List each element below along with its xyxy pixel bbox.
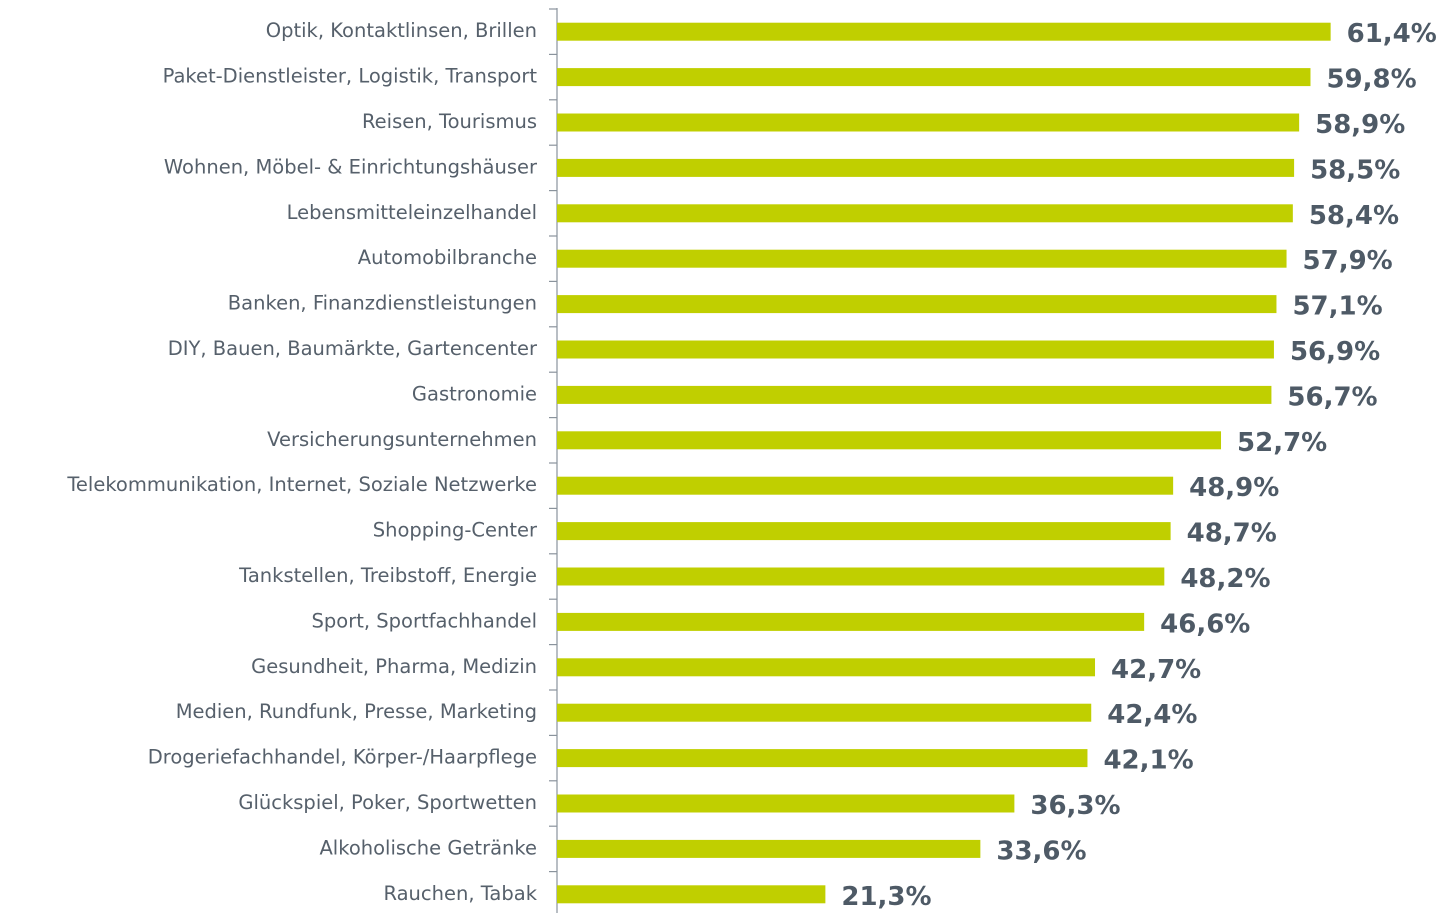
category-label: Banken, Finanzdienstleistungen (228, 292, 537, 315)
value-label: 56,9% (1290, 337, 1380, 367)
bar (557, 295, 1277, 314)
bar (557, 22, 1331, 41)
category-label: Tankstellen, Treibstoff, Energie (238, 564, 537, 587)
category-label: Wohnen, Möbel- & Einrichtungshäuser (164, 155, 538, 178)
category-label: Medien, Rundfunk, Presse, Marketing (176, 700, 537, 723)
value-label: 42,1% (1103, 746, 1193, 776)
category-label: Drogeriefachhandel, Körper-/Haarpflege (148, 746, 537, 769)
value-label: 57,1% (1292, 292, 1382, 322)
category-label: Reisen, Tourismus (362, 110, 537, 133)
value-label: 21,3% (841, 882, 931, 912)
bar (557, 204, 1293, 223)
category-label: Lebensmitteleinzelhandel (287, 201, 537, 224)
value-label: 61,4% (1347, 19, 1437, 49)
category-label: Gastronomie (412, 382, 537, 405)
value-label: 57,9% (1303, 246, 1393, 276)
bar (557, 839, 981, 858)
value-label: 33,6% (996, 836, 1086, 866)
bar (557, 158, 1295, 177)
bar (557, 794, 1015, 813)
bar (557, 749, 1088, 768)
category-label: Gesundheit, Pharma, Medizin (251, 655, 537, 678)
value-label: 58,5% (1310, 155, 1400, 185)
bar (557, 567, 1165, 586)
value-label: 42,7% (1111, 655, 1201, 685)
bar (557, 340, 1274, 359)
bar (557, 431, 1222, 450)
bar (557, 522, 1171, 541)
category-label: Glückspiel, Poker, Sportwetten (238, 791, 537, 814)
bar (557, 612, 1145, 631)
bar (557, 885, 826, 904)
category-label: Versicherungsunternehmen (267, 428, 537, 451)
category-label: Optik, Kontaktlinsen, Brillen (266, 19, 537, 42)
bar (557, 68, 1311, 87)
value-label: 48,7% (1187, 519, 1277, 549)
category-label: Paket-Dienstleister, Logistik, Transport (163, 65, 538, 88)
bar (557, 385, 1272, 404)
value-label: 42,4% (1107, 700, 1197, 730)
value-label: 59,8% (1326, 65, 1416, 95)
bar (557, 476, 1174, 495)
value-label: 52,7% (1237, 428, 1327, 458)
bar (557, 703, 1092, 722)
category-label: Alkoholische Getränke (319, 836, 537, 859)
value-label: 48,2% (1180, 564, 1270, 594)
value-label: 48,9% (1189, 473, 1279, 503)
bar (557, 658, 1096, 677)
value-label: 58,9% (1315, 110, 1405, 140)
category-label: Shopping-Center (373, 519, 538, 542)
bar (557, 249, 1287, 268)
category-label: DIY, Bauen, Baumärkte, Gartencenter (168, 337, 538, 360)
value-label: 58,4% (1309, 201, 1399, 231)
category-label: Sport, Sportfachhandel (312, 609, 537, 632)
value-label: 56,7% (1287, 382, 1377, 412)
bar (557, 113, 1300, 132)
value-label: 36,3% (1030, 791, 1120, 821)
category-label: Rauchen, Tabak (383, 882, 537, 905)
category-label: Telekommunikation, Internet, Soziale Net… (66, 473, 537, 496)
value-label: 46,6% (1160, 609, 1250, 639)
category-label: Automobilbranche (358, 246, 537, 269)
